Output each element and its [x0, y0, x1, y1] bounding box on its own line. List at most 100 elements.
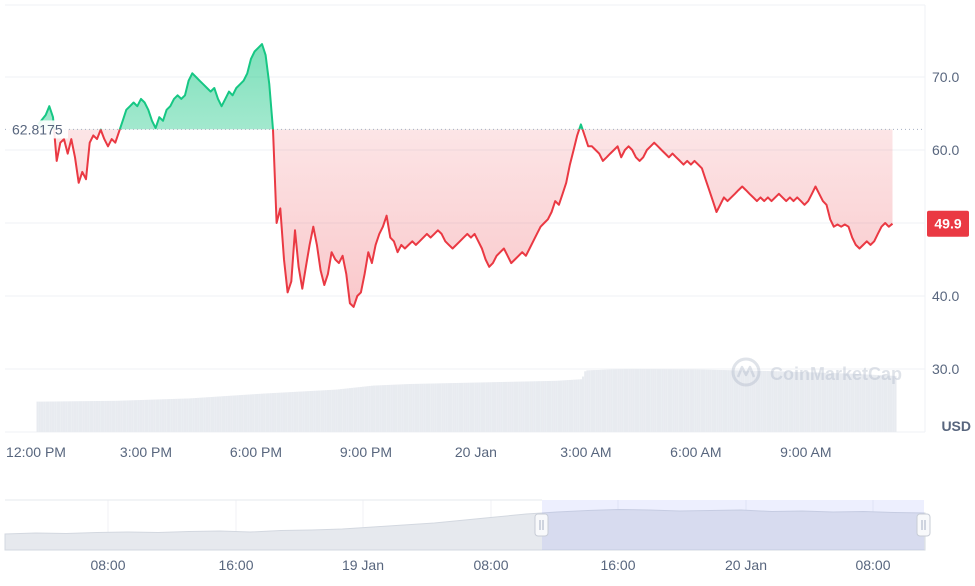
volume-bar — [478, 382, 481, 432]
volume-bar — [610, 369, 613, 432]
volume-bar — [592, 370, 596, 432]
volume-bar — [474, 382, 477, 432]
volume-bar — [456, 382, 459, 432]
volume-bar — [889, 375, 893, 432]
volume-bar — [894, 375, 897, 432]
volume-bar — [445, 383, 448, 432]
volume-bar — [346, 388, 349, 432]
volume-bar — [859, 374, 862, 432]
navigator-area — [4, 508, 926, 551]
current-price-badge: 49.9 — [927, 210, 969, 237]
volume-bar — [285, 392, 288, 432]
volume-bar — [443, 383, 446, 432]
volume-bar — [608, 369, 611, 432]
navigator-left-handle[interactable] — [534, 513, 549, 537]
volume-bar — [892, 375, 895, 432]
volume-bar — [146, 399, 149, 432]
volume-bar — [333, 389, 336, 432]
volume-bar — [428, 383, 431, 432]
volume-bar — [179, 398, 182, 432]
volume-bar — [278, 392, 281, 432]
currency-label: USD — [941, 418, 971, 434]
volume-bar — [318, 390, 321, 432]
volume-bar — [175, 398, 178, 432]
volume-bar — [71, 401, 74, 432]
volume-bar — [87, 401, 90, 432]
volume-bar — [109, 400, 112, 432]
volume-bar — [414, 383, 418, 432]
volume-bar — [720, 370, 723, 432]
volume-bar — [551, 380, 554, 432]
volume-bar — [883, 375, 886, 432]
volume-bar — [777, 371, 780, 432]
navigator-selected-range[interactable] — [542, 500, 924, 550]
navigator-right-handle[interactable] — [916, 513, 931, 537]
volume-bar — [636, 368, 640, 432]
volume-bar — [186, 398, 189, 432]
volume-bar — [432, 383, 435, 432]
watermark: CoinMarketCap — [731, 357, 902, 387]
price-areas — [38, 44, 893, 307]
navigator-tick-label: 08:00 — [855, 557, 890, 573]
x-axis: 12:00 PM 3:00 PM 6:00 PM 9:00 PM 20 Jan 3:00 … — [6, 444, 832, 460]
volume-bar — [232, 395, 235, 432]
volume-bar — [359, 386, 363, 432]
volume-bar — [375, 385, 378, 432]
volume-bar — [170, 398, 173, 432]
volume-bar — [806, 372, 809, 432]
volume-bar — [861, 374, 864, 432]
volume-bar — [733, 370, 736, 432]
volume-bar — [313, 390, 316, 432]
volume-bar — [674, 369, 677, 432]
baseline-label: 62.8175 — [8, 120, 68, 139]
volume-bar — [641, 368, 644, 432]
volume-bar — [489, 382, 492, 432]
volume-bar — [421, 383, 424, 432]
volume-bar — [885, 375, 888, 432]
y-tick-label: 30.0 — [932, 361, 959, 377]
volume-bar — [533, 381, 536, 432]
volume-bar — [377, 385, 380, 432]
navigator-tick-label: 16:00 — [218, 557, 253, 573]
volume-bar — [762, 370, 765, 432]
volume-bar — [808, 372, 811, 432]
volume-bar — [839, 373, 842, 432]
volume-bar — [775, 371, 778, 432]
volume-bar — [324, 390, 327, 432]
volume-bar — [735, 370, 739, 432]
volume-bar — [575, 379, 578, 432]
volume-bar — [590, 370, 593, 432]
volume-bar — [159, 399, 162, 432]
volume-bar — [368, 385, 371, 432]
volume-bar — [685, 369, 688, 432]
volume-bar — [676, 369, 679, 432]
volume-bar — [47, 401, 50, 432]
volume-bar — [491, 382, 495, 432]
volume-bar — [707, 369, 710, 432]
volume-bar — [845, 373, 849, 432]
volume-bar — [570, 379, 574, 432]
volume-bar — [527, 381, 530, 432]
volume-bar — [834, 373, 838, 432]
volume-bar — [779, 371, 783, 432]
volume-bar — [329, 389, 332, 432]
volume-bar — [588, 370, 591, 432]
volume-bar — [520, 381, 523, 432]
volume-bar — [419, 383, 422, 432]
volume-bar — [408, 384, 411, 432]
volume-bar — [137, 400, 140, 432]
volume-bar — [69, 401, 72, 432]
volume-bar — [599, 369, 602, 432]
volume-bar — [755, 370, 758, 432]
volume-bar — [887, 375, 890, 432]
volume-bar — [744, 370, 747, 432]
volume-bar — [680, 369, 684, 432]
volume-bar — [511, 381, 514, 432]
volume-bar — [406, 384, 409, 432]
volume-bar — [496, 382, 499, 432]
volume-bar — [51, 401, 55, 432]
volume-bar — [216, 396, 220, 432]
range-navigator[interactable]: 08:00 16:00 19 Jan 08:00 16:00 20 Jan 08:00 — [4, 499, 931, 573]
volume-bar — [581, 376, 585, 432]
